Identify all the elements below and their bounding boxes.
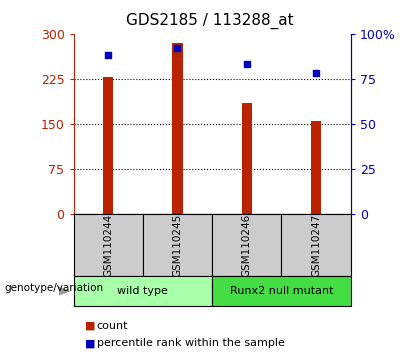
Text: ■: ■ xyxy=(85,321,96,331)
Bar xyxy=(103,77,113,214)
Point xyxy=(105,52,112,58)
Bar xyxy=(212,214,281,276)
Point xyxy=(244,62,250,67)
Bar xyxy=(74,276,212,306)
Text: GSM110245: GSM110245 xyxy=(173,213,182,277)
Text: genotype/variation: genotype/variation xyxy=(4,282,103,293)
Point xyxy=(174,45,181,51)
Text: wild type: wild type xyxy=(117,286,168,296)
Bar xyxy=(143,214,212,276)
Polygon shape xyxy=(59,287,71,296)
Text: GSM110244: GSM110244 xyxy=(103,213,113,277)
Bar xyxy=(241,103,252,214)
Text: count: count xyxy=(97,321,128,331)
Text: GSM110246: GSM110246 xyxy=(242,213,252,277)
Point xyxy=(313,70,320,76)
Text: percentile rank within the sample: percentile rank within the sample xyxy=(97,338,284,348)
Bar xyxy=(74,214,143,276)
Bar xyxy=(212,276,351,306)
Text: ■: ■ xyxy=(85,338,96,348)
Bar xyxy=(311,121,321,214)
Text: Runx2 null mutant: Runx2 null mutant xyxy=(230,286,333,296)
Bar xyxy=(172,42,183,214)
Text: GDS2185 / 113288_at: GDS2185 / 113288_at xyxy=(126,12,294,29)
Bar xyxy=(281,214,351,276)
Text: GSM110247: GSM110247 xyxy=(311,213,321,277)
